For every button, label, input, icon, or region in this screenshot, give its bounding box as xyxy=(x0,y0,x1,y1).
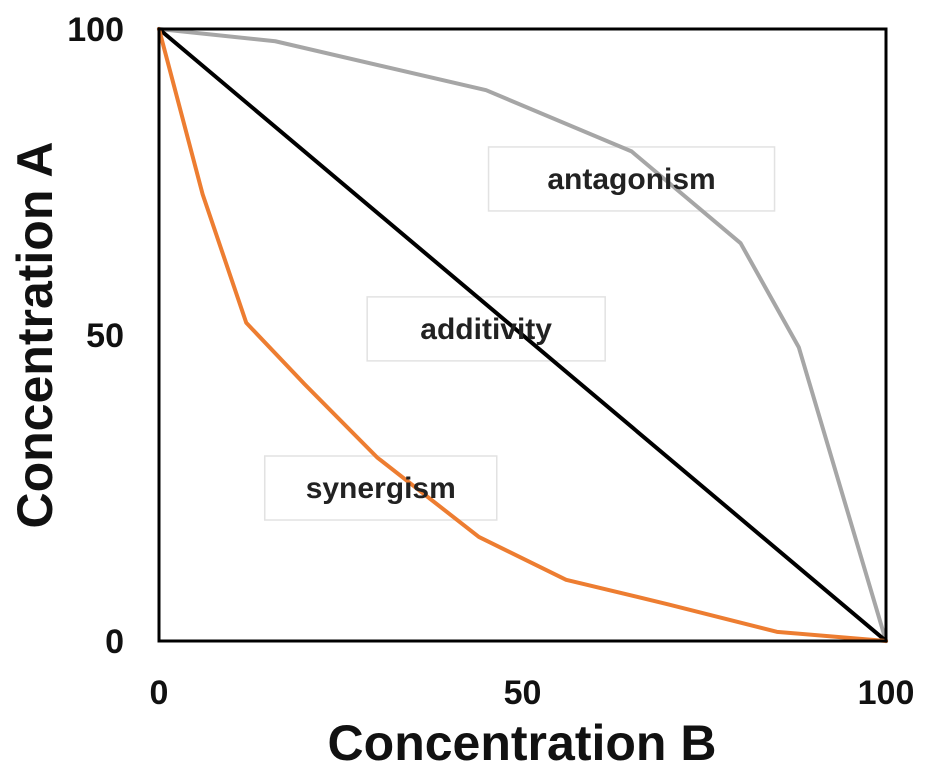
x-tick-label: 0 xyxy=(150,674,169,712)
y-tick-label: 100 xyxy=(67,11,124,49)
plot-frame xyxy=(157,27,888,643)
y-axis-title: Concentration A xyxy=(7,141,63,528)
y-tick-label: 0 xyxy=(105,623,124,661)
annotation-box xyxy=(366,296,606,362)
series-layer xyxy=(157,27,888,643)
annotation-box xyxy=(487,146,776,212)
x-tick-label: 100 xyxy=(858,674,915,712)
series-line xyxy=(157,27,888,643)
x-axis-title: Concentration B xyxy=(328,715,717,770)
annotation-box xyxy=(263,455,498,521)
annotation-label: antagonism xyxy=(547,163,715,196)
annotation-label: synergism xyxy=(306,472,456,505)
x-tick-label: 50 xyxy=(504,674,542,712)
y-tick-label: 50 xyxy=(86,317,124,355)
annotation-label: additivity xyxy=(420,313,552,346)
series-line xyxy=(157,27,888,643)
series-line xyxy=(157,27,888,643)
